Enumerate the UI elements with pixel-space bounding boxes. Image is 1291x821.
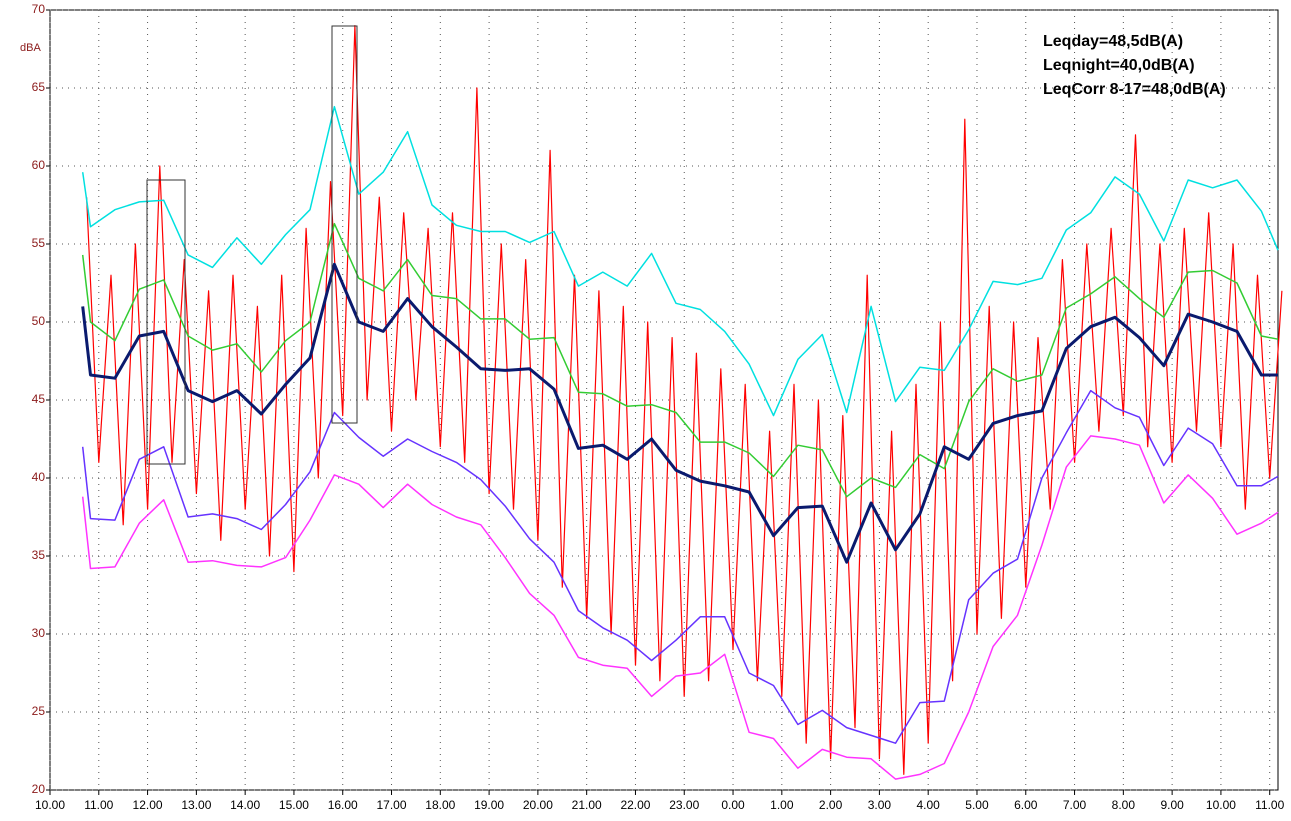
y-tick-label: 60 — [32, 158, 46, 172]
highlight-box — [331, 25, 358, 424]
y-tick-label: 25 — [32, 704, 46, 718]
highlight-box — [146, 179, 186, 465]
x-tick-label: 0.00 — [721, 798, 745, 812]
x-tick-label: 19.00 — [474, 798, 504, 812]
x-tick-label: 20.00 — [523, 798, 553, 812]
x-tick-label: 4.00 — [917, 798, 941, 812]
series-line — [81, 262, 1278, 564]
annotation: LeqCorr 8-17=48,0dB(A) — [1043, 81, 1226, 98]
y-tick-label: 30 — [32, 626, 46, 640]
x-tick-label: 15.00 — [279, 798, 309, 812]
series-line — [81, 389, 1279, 744]
plot-frame — [49, 9, 1279, 791]
marks — [49, 9, 1283, 791]
x-tick-label: 7.00 — [1063, 798, 1087, 812]
series-line — [81, 435, 1279, 780]
x-tick-label: 16.00 — [328, 798, 358, 812]
annotation: Leqnight=40,0dB(A) — [1043, 57, 1195, 74]
y-tick-label: 40 — [32, 470, 46, 484]
x-tick-label: 1.00 — [770, 798, 794, 812]
y-tick-label: 65 — [32, 80, 46, 94]
y-tick-label: 55 — [32, 236, 46, 250]
x-tick-label: 18.00 — [425, 798, 455, 812]
x-tick-label: 11.00 — [1255, 798, 1284, 812]
annotation: Leqday=48,5dB(A) — [1043, 33, 1183, 50]
series-line — [86, 25, 1283, 775]
series-line — [81, 222, 1279, 498]
x-tick-label: 22.00 — [620, 798, 650, 812]
x-tick-label: 10.00 — [1206, 798, 1236, 812]
y-tick-label: 45 — [32, 392, 46, 406]
x-tick-label: 14.00 — [230, 798, 260, 812]
x-tick-label: 17.00 — [377, 798, 407, 812]
x-tick-label: 12.00 — [133, 798, 163, 812]
x-tick-label: 11.00 — [84, 798, 113, 812]
x-tick-label: 6.00 — [1014, 798, 1038, 812]
y-tick-label: 20 — [32, 782, 46, 796]
x-tick-label: 13.00 — [181, 798, 211, 812]
x-tick-label: 2.00 — [819, 798, 843, 812]
y-tick-label: 50 — [32, 314, 46, 328]
x-tick-label: 23.00 — [669, 798, 699, 812]
y-tick-label: 35 — [32, 548, 46, 562]
y-axis-label: dBA — [20, 42, 41, 54]
series-line — [81, 105, 1279, 417]
x-tick-label: 5.00 — [965, 798, 989, 812]
x-tick-label: 9.00 — [1160, 798, 1184, 812]
x-tick-label: 3.00 — [868, 798, 892, 812]
y-tick-label: 70 — [32, 2, 46, 16]
x-tick-label: 10.00 — [35, 798, 65, 812]
x-tick-label: 8.00 — [1112, 798, 1136, 812]
x-tick-label: 21.00 — [572, 798, 602, 812]
